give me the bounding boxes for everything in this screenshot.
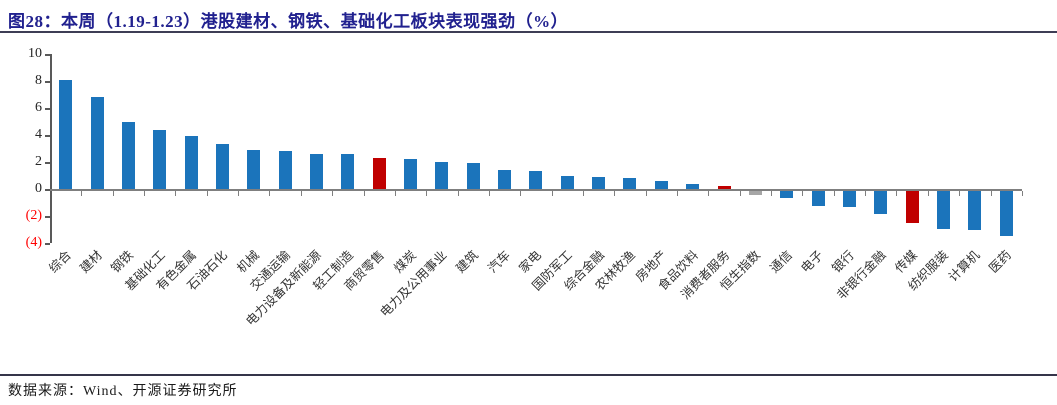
bar-通信 — [780, 191, 794, 198]
bar-银行 — [842, 191, 856, 208]
bar-电力及公用事业 — [435, 162, 449, 189]
y-axis-tick — [45, 243, 50, 245]
bar-有色金属 — [184, 136, 198, 189]
category-label: 钢铁 — [108, 248, 137, 276]
bar-汽车 — [498, 170, 512, 189]
x-axis — [50, 189, 1022, 191]
figure-footer: 数据来源：Wind、开源证券研究所 — [0, 374, 1057, 400]
y-tick-label: 2 — [35, 154, 42, 169]
x-axis-tick — [739, 191, 741, 196]
y-axis-tick — [45, 189, 50, 191]
bar-纺织服装 — [936, 191, 950, 229]
y-axis-tick — [45, 216, 50, 218]
bar-钢铁 — [121, 121, 135, 189]
bar-电力设备及新能源 — [309, 153, 323, 189]
x-axis-tick — [833, 191, 835, 196]
x-axis-tick — [206, 191, 208, 196]
bar-恒生指数 — [748, 191, 762, 196]
x-axis-tick — [802, 191, 804, 196]
x-axis-tick — [896, 191, 898, 196]
bar-电子 — [811, 191, 825, 206]
bar-国防军工 — [560, 175, 574, 189]
bar-消费者服务 — [717, 186, 731, 189]
x-axis-tick — [332, 191, 334, 196]
y-tick-label: (2) — [25, 208, 42, 223]
bar-轻工制造 — [341, 153, 355, 189]
bar-商贸零售 — [372, 157, 386, 189]
x-axis-tick — [927, 191, 929, 196]
x-axis-tick — [582, 191, 584, 196]
bar-煤炭 — [404, 159, 418, 189]
category-label: 汽车 — [484, 248, 513, 276]
x-axis-tick — [771, 191, 773, 196]
x-axis-tick — [959, 191, 961, 196]
bar-建材 — [90, 97, 104, 189]
bar-综合 — [59, 79, 73, 189]
bar-石油石化 — [215, 144, 229, 189]
bar-非银行金融 — [874, 191, 888, 214]
x-axis-tick — [81, 191, 83, 196]
y-tick-label: 4 — [35, 127, 42, 142]
x-axis-tick — [300, 191, 302, 196]
x-axis-tick — [363, 191, 365, 196]
x-axis-tick — [144, 191, 146, 196]
x-axis-tick — [551, 191, 553, 196]
bar-建筑 — [466, 163, 480, 189]
y-axis-tick — [45, 54, 50, 56]
category-label: 机械 — [234, 248, 262, 276]
bar-机械 — [247, 149, 261, 189]
category-label: 综合 — [45, 248, 74, 276]
bar-农林牧渔 — [623, 178, 637, 189]
bar-食品饮料 — [686, 183, 700, 189]
y-tick-label: (4) — [25, 235, 42, 250]
bar-医药 — [999, 191, 1013, 236]
y-tick-label: 6 — [35, 100, 42, 115]
bar-计算机 — [968, 191, 982, 231]
figure-header: 图28：本周（1.19-1.23）港股建材、钢铁、基础化工板块表现强劲（%） — [0, 0, 1057, 33]
bar-综合金融 — [592, 176, 606, 189]
x-axis-tick — [645, 191, 647, 196]
x-axis-tick — [175, 191, 177, 196]
x-axis-tick — [394, 191, 396, 196]
y-axis-tick — [45, 81, 50, 83]
category-label: 电子 — [798, 248, 826, 276]
category-label: 建材 — [77, 248, 105, 276]
y-axis-tick — [45, 135, 50, 137]
x-axis-tick — [426, 191, 428, 196]
x-axis-tick — [614, 191, 616, 196]
x-axis-tick — [457, 191, 459, 196]
category-label: 通信 — [767, 248, 795, 276]
x-axis-tick — [520, 191, 522, 196]
bar-房地产 — [654, 180, 668, 189]
x-axis-tick — [865, 191, 867, 196]
bar-交通运输 — [278, 151, 292, 189]
category-label: 医药 — [986, 248, 1015, 276]
y-axis — [50, 54, 52, 243]
bar-传媒 — [905, 191, 919, 224]
y-tick-label: 8 — [35, 73, 42, 88]
x-axis-tick — [488, 191, 490, 196]
x-axis-tick — [990, 191, 992, 196]
bar-chart: 10 8 6 4 2 0 (2) (4) 综合 建材 钢铁 基础化工 有色金属 石油石化 机械 交通运输 电力设… — [0, 33, 1057, 374]
y-axis-tick — [45, 108, 50, 110]
category-label: 计算机 — [946, 248, 983, 285]
category-label: 建筑 — [453, 248, 482, 276]
x-axis-tick — [1021, 191, 1023, 196]
data-source-note: 数据来源：Wind、开源证券研究所 — [8, 384, 238, 399]
x-axis-tick — [708, 191, 710, 196]
y-tick-label: 10 — [28, 46, 42, 61]
x-axis-tick — [269, 191, 271, 196]
x-axis-tick — [112, 191, 114, 196]
figure-title: 图28：本周（1.19-1.23）港股建材、钢铁、基础化工板块表现强劲（%） — [8, 12, 569, 31]
bar-基础化工 — [153, 129, 167, 189]
y-tick-label: 0 — [35, 181, 42, 196]
x-axis-tick — [677, 191, 678, 196]
y-axis-tick — [45, 162, 50, 164]
x-axis-tick — [238, 191, 240, 196]
bar-家电 — [529, 171, 543, 189]
